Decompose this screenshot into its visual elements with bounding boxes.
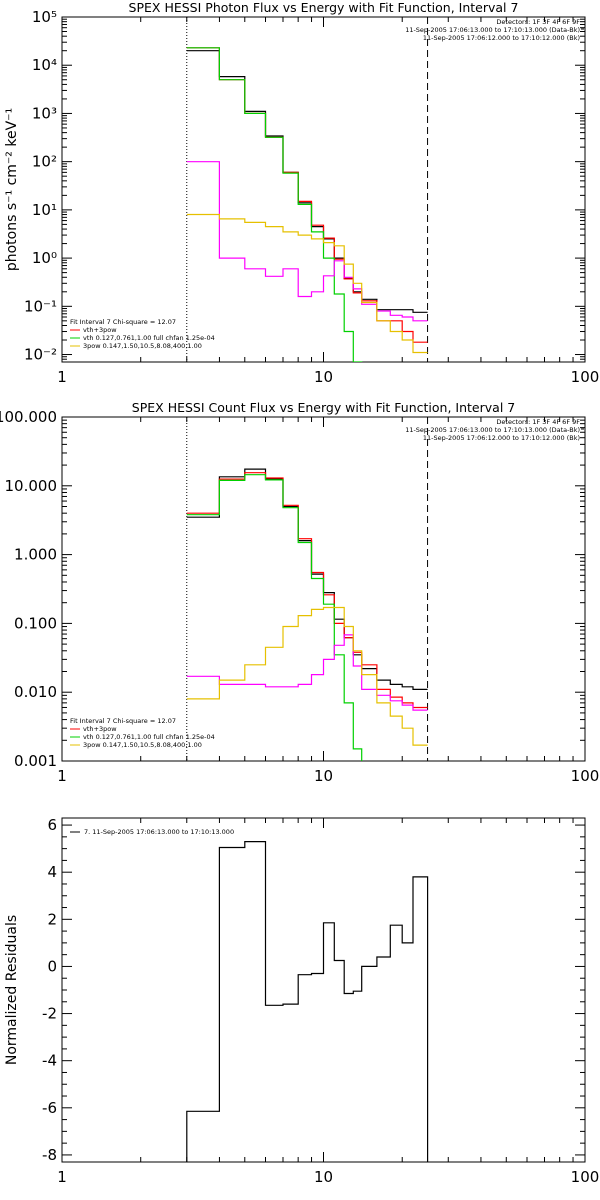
info-line: 11-Sep-2005 17:06:12.000 to 17:10:12.000… (423, 434, 580, 442)
series-line-4 (186, 161, 428, 322)
y-tick-label: 0 (47, 957, 57, 975)
plot-frame (61, 817, 586, 1163)
y-tick-label: -2 (42, 1005, 57, 1023)
y-tick-label: 10² (32, 153, 57, 171)
series-group (186, 47, 428, 362)
y-tick-label: 10⁻² (24, 346, 57, 364)
y-tick-label: 2 (47, 910, 57, 928)
info-line: Detectors: 1F 3F 4F 6F 9F (496, 418, 580, 426)
y-tick-label: 0.010 (14, 683, 57, 701)
legend-entry: 3pow 0.147,1.50,10.5,8.08,400,1.00 (83, 342, 202, 350)
x-tick-label: 1 (57, 767, 67, 785)
series-line-1 (186, 50, 428, 313)
series-group (186, 841, 429, 1162)
y-axis-label: Normalized Residuals (4, 915, 20, 1065)
y-tick-label: 10⁰ (32, 249, 57, 267)
y-tick-label: 10¹ (32, 201, 57, 219)
series-line-1 (186, 468, 428, 690)
series-line-5 (186, 213, 428, 354)
legend-entry: vth+3pow (83, 326, 117, 334)
y-tick-label: 0.100 (14, 614, 57, 632)
y-tick-label: 10³ (32, 104, 57, 122)
chart-panel-3: 1 10 100 -8 -6 -4 -2 0 2 4 6 Normalized Residuals 7.… (4, 816, 599, 1186)
series-line-3 (186, 47, 363, 362)
y-tick-label: 100.000 (0, 408, 57, 426)
x-tick-label: 100 (571, 767, 600, 785)
x-tick-label: 10 (314, 1168, 333, 1186)
series-line-3 (186, 474, 363, 761)
y-tick-label: 10.000 (5, 477, 58, 495)
x-tick-label: 100 (571, 368, 600, 386)
legend-entry: vth 0.127,0.761,1.00 full chfan 1.25e-04 (83, 334, 215, 342)
info-line: Detectors: 1F 3F 4F 6F 9F (496, 18, 580, 26)
y-tick-label: 0.001 (14, 752, 57, 770)
y-tick-label: -6 (42, 1099, 57, 1117)
legend-entry: vth 0.127,0.761,1.00 full chfan 1.25e-04 (83, 733, 215, 741)
info-line: 11-Sep-2005 17:06:13.000 to 17:10:13.000… (405, 26, 580, 34)
info-line: 11-Sep-2005 17:06:12.000 to 17:10:12.000… (423, 34, 580, 42)
chart-panel-1: 1 10 100 10⁻² 10⁻¹ 10⁰ 10¹ 10² 10³ 10⁴ 10⁵ SPEX HES… (4, 0, 599, 386)
series-group (186, 468, 428, 761)
y-tick-label: 1.000 (14, 546, 57, 564)
chart-panel-2: 1 10 100 0.001 0.010 0.100 1.000 10.000 100.000 S… (0, 400, 599, 785)
series-line-5 (186, 606, 428, 746)
chart-title: SPEX HESSI Photon Flux vs Energy with Fi… (129, 0, 519, 15)
legend-entry: Fit Interval 7 Chi-square = 12.07 (70, 717, 176, 725)
chart-title: SPEX HESSI Count Flux vs Energy with Fit… (132, 400, 515, 415)
series-line-2 (186, 47, 428, 343)
y-tick-label: 10⁴ (32, 56, 57, 74)
x-tick-label: 100 (571, 1168, 600, 1186)
info-line: 11-Sep-2005 17:06:13.000 to 17:10:13.000… (405, 426, 580, 434)
plot-frame (61, 16, 586, 363)
series-line-2 (186, 472, 428, 709)
y-tick-label: 4 (47, 863, 57, 881)
series-line-1 (186, 841, 429, 1162)
y-tick-label: -8 (42, 1146, 57, 1164)
y-tick-label: 10⁵ (32, 8, 57, 26)
y-tick-label: -4 (42, 1052, 57, 1070)
legend-entry: 7. 11-Sep-2005 17:06:13.000 to 17:10:13.… (84, 828, 234, 836)
x-tick-label: 10 (314, 368, 333, 386)
series-line-4 (186, 634, 428, 711)
y-tick-label: 10⁻¹ (24, 297, 57, 315)
x-tick-label: 10 (314, 767, 333, 785)
x-tick-label: 1 (57, 1168, 67, 1186)
legend-entry: vth+3pow (83, 725, 117, 733)
y-tick-label: 6 (47, 816, 57, 834)
y-axis-label: photons s⁻¹ cm⁻² keV⁻¹ (4, 108, 20, 271)
legend-entry: 3pow 0.147,1.50,10.5,8.08,400,1.00 (83, 741, 202, 749)
x-tick-label: 1 (57, 368, 67, 386)
legend-entry: Fit Interval 7 Chi-square = 12.07 (70, 318, 176, 326)
